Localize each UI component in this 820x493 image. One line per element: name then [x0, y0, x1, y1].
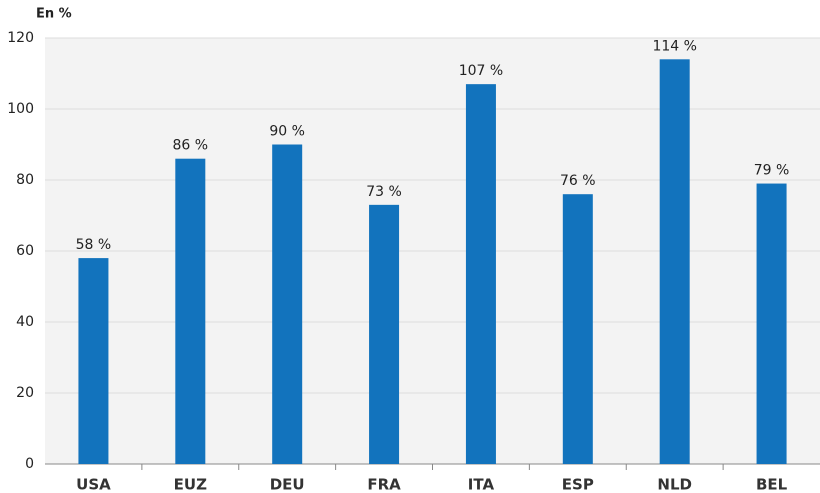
y-tick-label: 60 — [16, 243, 34, 259]
bar — [659, 59, 690, 465]
y-tick-label: 0 — [25, 456, 34, 472]
value-label: 90 % — [269, 124, 305, 140]
x-tick-label: EUZ — [174, 476, 207, 493]
value-label: 58 % — [76, 237, 112, 253]
value-label: 86 % — [173, 138, 209, 154]
x-tick-label: NLD — [657, 476, 692, 493]
bar — [369, 204, 400, 464]
value-label: 76 % — [560, 173, 596, 189]
y-tick-label: 40 — [16, 314, 34, 330]
bar — [175, 158, 206, 464]
x-tick-label: DEU — [270, 476, 305, 493]
bar — [465, 84, 496, 465]
x-tick-label: ITA — [468, 476, 495, 493]
y-tick-label: 100 — [7, 101, 34, 117]
x-tick-label: BEL — [756, 476, 788, 493]
x-tick-label: FRA — [367, 476, 401, 493]
bar — [562, 194, 593, 464]
y-axis-label: En % — [36, 7, 72, 22]
value-label: 73 % — [366, 184, 402, 200]
bar — [78, 258, 109, 464]
bar — [756, 183, 787, 465]
y-tick-label: 120 — [7, 30, 34, 46]
value-label: 107 % — [459, 63, 503, 79]
value-label: 79 % — [754, 163, 790, 179]
y-tick-label: 80 — [16, 172, 34, 188]
bar — [272, 144, 303, 464]
value-label: 114 % — [652, 38, 696, 54]
x-tick-label: USA — [76, 476, 111, 493]
x-tick-label: ESP — [562, 476, 594, 493]
y-tick-label: 20 — [16, 385, 34, 401]
